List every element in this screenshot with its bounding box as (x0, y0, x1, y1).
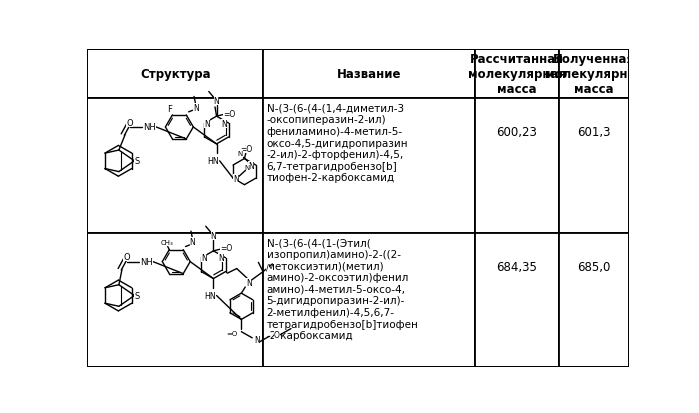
Text: N: N (210, 231, 216, 240)
Text: N: N (201, 254, 207, 263)
Text: N: N (246, 278, 252, 287)
Text: N: N (245, 165, 250, 171)
Bar (87, 233, 264, 368)
Bar (475, 99, 559, 233)
Text: O: O (274, 330, 280, 339)
Text: Название: Название (337, 68, 401, 81)
Bar (87, 50, 264, 99)
Text: N-(3-(6-(4-(1,4-диметил-3
-оксопиперазин-2-ил)
фениламино)-4-метил-5-
оксо-4,5-д: N-(3-(6-(4-(1,4-диметил-3 -оксопиперазин… (266, 104, 408, 183)
Bar (559, 233, 629, 368)
Text: =O: =O (223, 109, 235, 118)
Text: CH₃: CH₃ (161, 240, 173, 245)
Text: N: N (238, 150, 243, 157)
Bar (264, 99, 475, 233)
Text: 685,0: 685,0 (577, 260, 610, 273)
Text: Полученная
молекулярная
масса: Полученная молекулярная масса (545, 53, 643, 96)
Text: N: N (221, 119, 227, 128)
Text: O: O (127, 119, 133, 128)
Text: Структура: Структура (140, 68, 210, 81)
Text: NH: NH (143, 123, 157, 132)
Text: =O: =O (240, 145, 252, 154)
Text: =O: =O (226, 330, 238, 337)
Text: NH: NH (140, 257, 153, 266)
Text: S: S (134, 157, 139, 166)
Text: 600,23: 600,23 (496, 126, 537, 139)
Text: HN: HN (208, 157, 219, 166)
Text: S: S (134, 291, 139, 300)
Text: /: / (266, 263, 269, 272)
Bar (87, 99, 264, 233)
Text: Рассчитанная
молекулярная
масса: Рассчитанная молекулярная масса (468, 53, 565, 96)
Text: N-(3-(6-(4-(1-(Этил(
изопропил)амино)-2-((2-
метоксиэтил)(метил)
амино)-2-оксоэт: N-(3-(6-(4-(1-(Этил( изопропил)амино)-2-… (266, 238, 419, 340)
Text: N: N (214, 97, 219, 106)
Text: 684,35: 684,35 (496, 260, 537, 273)
Text: HN: HN (205, 291, 216, 300)
Text: O: O (123, 253, 130, 262)
Bar (559, 99, 629, 233)
Bar (559, 50, 629, 99)
Text: F: F (168, 105, 173, 114)
Text: N: N (193, 104, 199, 112)
Bar (264, 233, 475, 368)
Text: =O: =O (219, 244, 232, 253)
Text: N: N (218, 254, 224, 263)
Text: N: N (189, 238, 196, 247)
Bar (475, 50, 559, 99)
Text: N: N (254, 335, 260, 344)
Text: 601,3: 601,3 (577, 126, 611, 139)
Text: N: N (248, 161, 254, 170)
Text: N: N (204, 119, 210, 128)
Bar (475, 233, 559, 368)
Text: N: N (233, 174, 239, 183)
Bar (264, 50, 475, 99)
